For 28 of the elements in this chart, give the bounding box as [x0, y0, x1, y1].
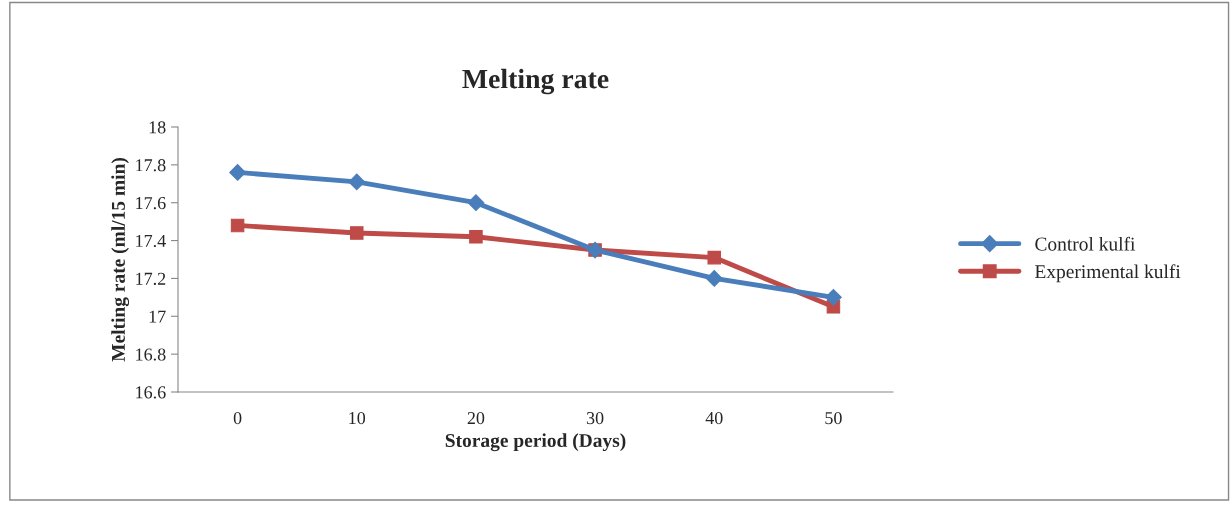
point: [467, 194, 485, 212]
y-tick-label: 16.8: [136, 348, 166, 361]
y-tick-label: 16.6: [136, 386, 166, 399]
x-tick-label: 20: [467, 411, 485, 425]
x-tick-label: 10: [349, 411, 366, 425]
point: [705, 270, 723, 287]
y-tick-label: 18: [149, 121, 166, 134]
x-tick-label: 30: [586, 411, 604, 425]
x-tick-label: 0: [233, 411, 242, 425]
y-tick-label: 17: [149, 310, 166, 323]
point: [707, 250, 722, 265]
legend-label: Experimental kulfi: [1035, 264, 1181, 283]
point: [348, 173, 366, 191]
x-tick-label: 40: [705, 411, 723, 425]
point: [469, 230, 483, 244]
point: [349, 226, 364, 240]
point: [825, 288, 842, 306]
x-axis-title: Storage period (Days): [445, 433, 626, 452]
y-tick-label: 17.4: [136, 234, 166, 248]
point: [230, 218, 245, 233]
legend-label: Control kulfi: [1035, 236, 1136, 251]
point: [229, 164, 246, 181]
y-tick-label: 17.2: [136, 272, 166, 285]
chart-title: Melting rate: [462, 68, 609, 95]
y-axis-title: Melting rate (ml/15 min): [111, 158, 130, 362]
y-tick-label: 17.8: [136, 159, 166, 172]
y-tick-label: 17.6: [136, 197, 166, 210]
x-tick-label: 50: [825, 411, 842, 425]
